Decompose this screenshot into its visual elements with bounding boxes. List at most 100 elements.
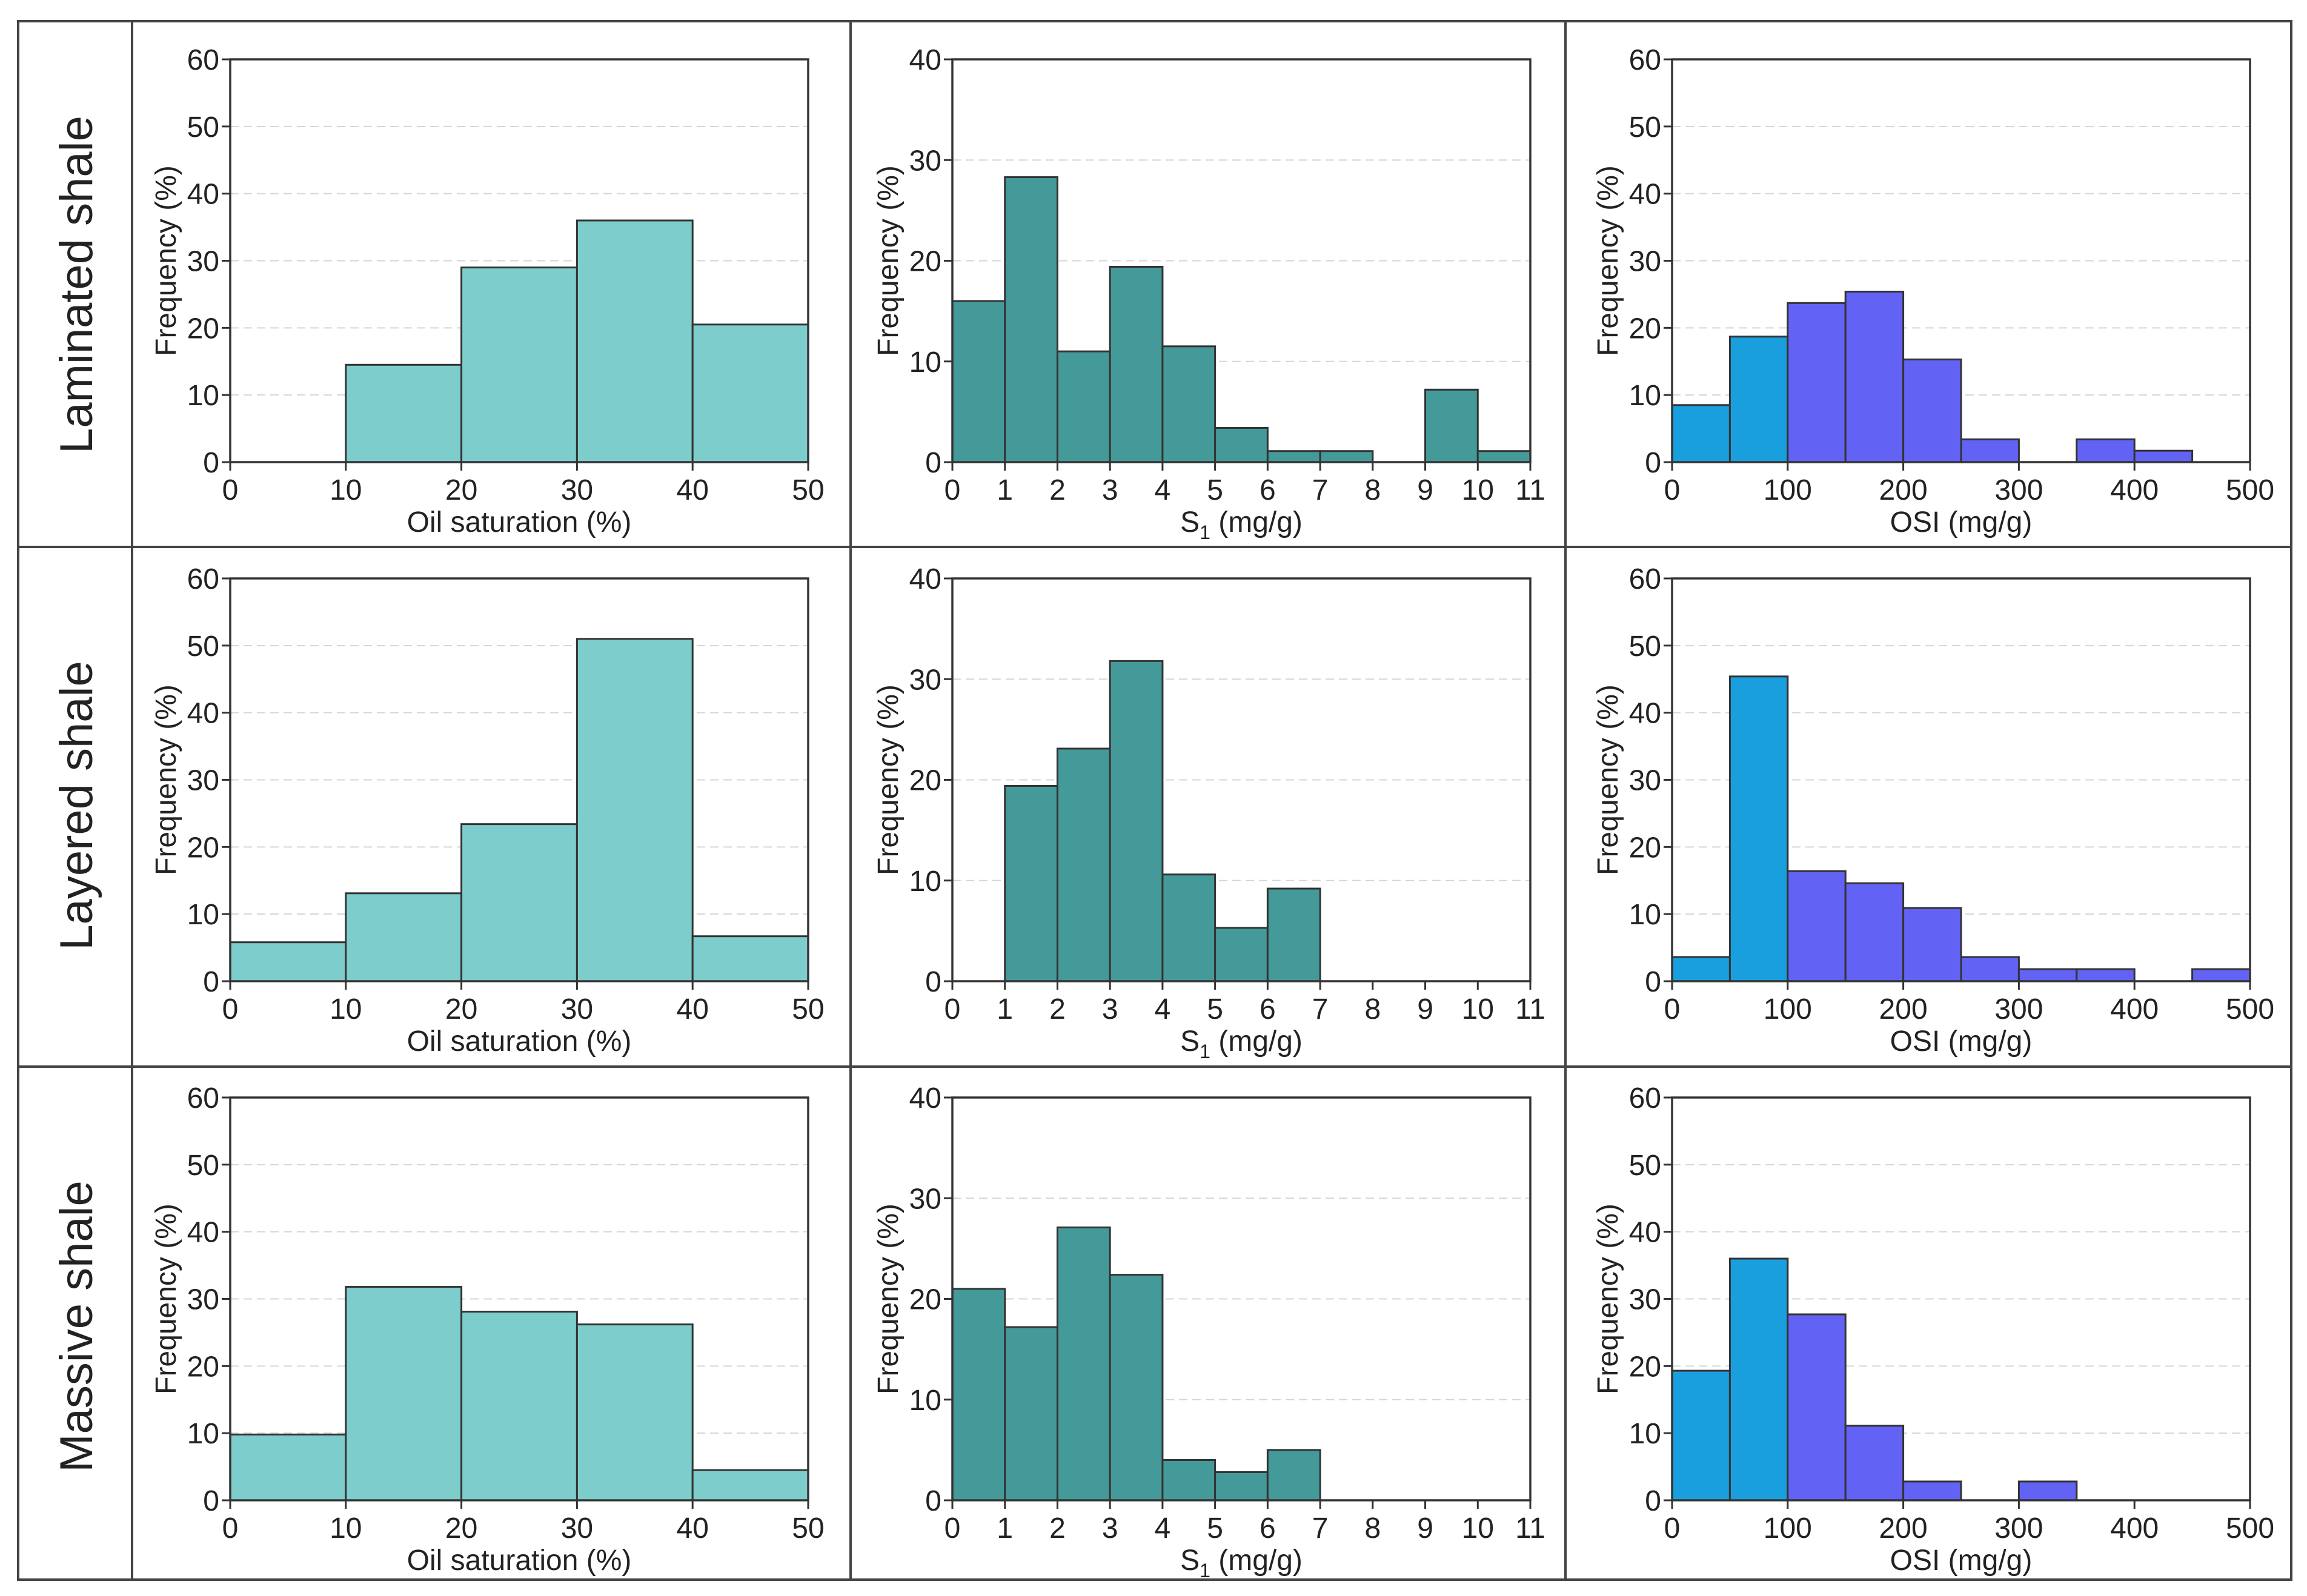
x-tick-label: 8: [1364, 1512, 1381, 1545]
y-tick-label: 0: [925, 1485, 941, 1517]
chart-massive-osi: 0 10 20 30 40 50 60 0 100 200 300 400 500 OSI (mg/g) F…: [1592, 1082, 2274, 1577]
x-tick-label: 50: [792, 1512, 824, 1545]
x-tick-label: 6: [1260, 993, 1276, 1025]
bar: [2191, 968, 2251, 982]
y-tick-label: 10: [1629, 1418, 1661, 1450]
x-tick-label: 30: [561, 993, 593, 1025]
y-tick-label: 0: [203, 447, 219, 479]
bar: [1056, 1226, 1111, 1502]
y-tick-label: 40: [1629, 179, 1661, 211]
y-tick-label: 40: [1629, 1217, 1661, 1249]
y-tick-label: 20: [187, 832, 219, 864]
x-axis-label-units: (mg/g): [1210, 506, 1303, 538]
x-tick-label: 20: [445, 993, 477, 1025]
bar: [576, 638, 694, 982]
y-tick-label: 40: [187, 179, 219, 211]
x-axis-label: S1 (mg/g): [1180, 506, 1303, 543]
y-axis-label: Frequency (%): [150, 165, 182, 356]
y-tick-label: 10: [909, 1385, 941, 1417]
y-tick-label: 0: [203, 966, 219, 998]
bar: [460, 267, 578, 463]
x-axis-label-main: S: [1180, 506, 1200, 538]
y-axis-label: Frequency (%): [150, 684, 182, 875]
bar: [1844, 882, 1905, 982]
bar: [1266, 1449, 1321, 1502]
x-tick-label: 0: [944, 993, 961, 1025]
bar: [1787, 870, 1847, 982]
x-tick-label: 0: [1664, 993, 1681, 1025]
bar: [1266, 450, 1321, 463]
bar: [1161, 873, 1217, 982]
x-tick-label: 0: [944, 1512, 961, 1545]
x-tick-label: 40: [677, 474, 709, 506]
y-axis-label: Frequency (%): [872, 1204, 905, 1394]
y-axis-label: Frequency (%): [150, 1204, 182, 1394]
x-tick-label: 40: [677, 1512, 709, 1545]
x-tick-label: 50: [792, 993, 824, 1025]
x-tick-label: 2: [1049, 474, 1066, 506]
bar: [1844, 290, 1905, 463]
bar: [691, 1469, 809, 1502]
x-tick-label: 0: [222, 993, 239, 1025]
bar: [2133, 449, 2194, 463]
y-axis-label: Frequency (%): [872, 684, 905, 875]
bar: [1960, 438, 2020, 463]
x-tick-label: 20: [445, 474, 477, 506]
y-tick-label: 10: [909, 866, 941, 898]
y-tick-label: 0: [1645, 966, 1661, 998]
bar: [1787, 302, 1847, 463]
row-label-laminated: Laminated shale: [51, 116, 102, 454]
y-tick-label: 60: [187, 44, 219, 76]
x-tick-label: 1: [997, 993, 1013, 1025]
x-tick-label: 9: [1417, 474, 1433, 506]
bar: [1004, 1326, 1058, 1502]
x-tick-label: 300: [1994, 993, 2043, 1025]
bar: [1214, 426, 1269, 463]
bar: [1056, 747, 1111, 982]
y-axis-label: Frequency (%): [1592, 165, 1624, 356]
y-tick-label: 20: [187, 1351, 219, 1383]
bar: [951, 1288, 1006, 1502]
y-tick-label: 60: [1629, 1082, 1661, 1114]
x-tick-label: 4: [1155, 474, 1171, 506]
bar: [2017, 1480, 2078, 1502]
x-tick-label: 8: [1364, 474, 1381, 506]
row-label-layered: Layered shale: [51, 661, 102, 950]
chart-layered-osi: 0 10 20 30 40 50 60 0 100 200 300 400 500 OSI (mg/g) F…: [1592, 563, 2274, 1058]
y-tick-label: 10: [187, 899, 219, 931]
x-tick-label: 2: [1049, 1512, 1066, 1545]
y-tick-label: 10: [187, 380, 219, 412]
x-tick-label: 300: [1994, 474, 2043, 506]
x-tick-label: 5: [1207, 474, 1223, 506]
bar: [229, 941, 347, 982]
x-tick-label: 3: [1102, 474, 1118, 506]
bar: [1004, 784, 1058, 982]
y-tick-label: 20: [1629, 313, 1661, 345]
x-tick-label: 1: [997, 1512, 1013, 1545]
x-axis-label: OSI (mg/g): [1890, 1545, 2033, 1577]
y-tick-label: 60: [1629, 563, 1661, 595]
y-tick-label: 0: [925, 966, 941, 998]
x-tick-label: 10: [1462, 993, 1494, 1025]
y-tick-label: 30: [187, 765, 219, 797]
bar: [1728, 1257, 1789, 1502]
x-tick-label: 3: [1102, 993, 1118, 1025]
x-tick-label: 0: [1664, 1512, 1681, 1545]
x-axis-label-main: S: [1180, 1025, 1200, 1058]
x-tick-label: 7: [1312, 1512, 1329, 1545]
row-label-massive: Massive shale: [51, 1180, 102, 1472]
bar: [951, 300, 1006, 463]
figure-frame: [17, 20, 2292, 1581]
x-tick-label: 10: [330, 474, 362, 506]
bar: [1161, 345, 1217, 463]
bar: [1004, 176, 1058, 463]
x-axis-label-units: (mg/g): [1210, 1025, 1303, 1058]
x-tick-label: 200: [1879, 1512, 1928, 1545]
bar: [1056, 350, 1111, 463]
x-tick-label: 200: [1879, 993, 1928, 1025]
bar: [345, 892, 463, 982]
y-axis-label: Frequency (%): [1592, 684, 1624, 875]
y-tick-label: 50: [1629, 631, 1661, 663]
